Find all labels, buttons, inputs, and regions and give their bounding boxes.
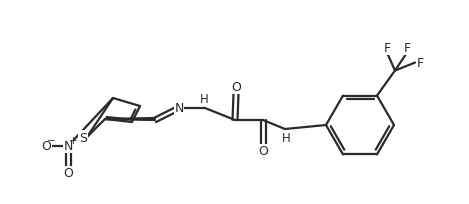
Text: H: H — [281, 132, 290, 145]
Text: O: O — [41, 140, 51, 153]
Text: N: N — [63, 140, 73, 153]
Text: O: O — [258, 145, 268, 158]
Text: O: O — [231, 81, 241, 94]
Text: F: F — [384, 42, 391, 55]
Text: F: F — [416, 57, 424, 70]
Text: F: F — [403, 42, 410, 55]
Text: S: S — [79, 131, 87, 144]
Text: −: − — [46, 135, 55, 145]
Text: O: O — [63, 167, 73, 180]
Text: N: N — [174, 102, 184, 115]
Text: +: + — [68, 135, 77, 145]
Text: H: H — [200, 93, 208, 106]
